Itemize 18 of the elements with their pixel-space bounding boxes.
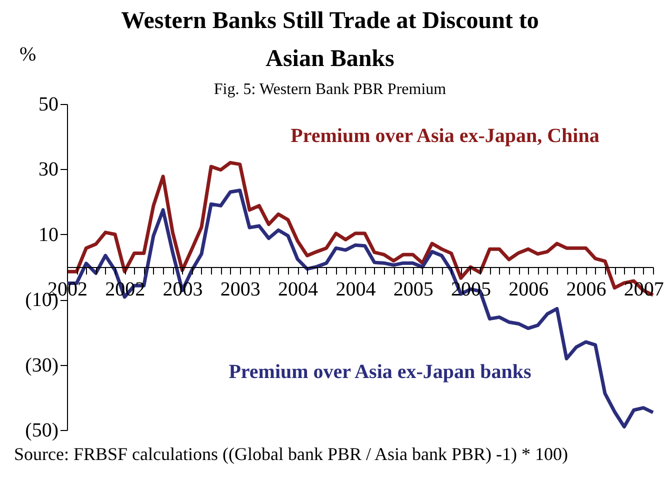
x-tick-label: 2006 — [508, 278, 549, 300]
chart-title: Western Banks Still Trade at Discount to Asian Banks — [120, 7, 540, 74]
x-tick-label: 2005 — [393, 278, 434, 300]
chart-subtitle: Fig. 5: Western Bank PBR Premium — [212, 80, 448, 100]
y-tick-label: (30) — [25, 354, 58, 376]
y-axis-title: % — [20, 44, 36, 66]
series-label: Premium over Asia ex-Japan banks — [228, 361, 532, 383]
y-tick-label: 10 — [38, 224, 58, 246]
x-tick-label: 2004 — [336, 278, 376, 300]
x-tick-label: 2004 — [278, 278, 318, 300]
y-tick-label: 30 — [38, 158, 58, 181]
x-tick-label: 2003 — [220, 278, 260, 300]
y-tick-label: (50) — [25, 420, 58, 442]
x-tick-label: 2003 — [162, 278, 203, 300]
y-tick-label: 50 — [38, 94, 58, 116]
x-tick-label: 2006 — [566, 278, 606, 300]
text: Premium over Asia ex-Japan, China — [290, 125, 600, 147]
source-note: Source: FRBSF calculations ((Global bank PBR / Asia bank PBR) -1) * 100) — [14, 443, 569, 466]
